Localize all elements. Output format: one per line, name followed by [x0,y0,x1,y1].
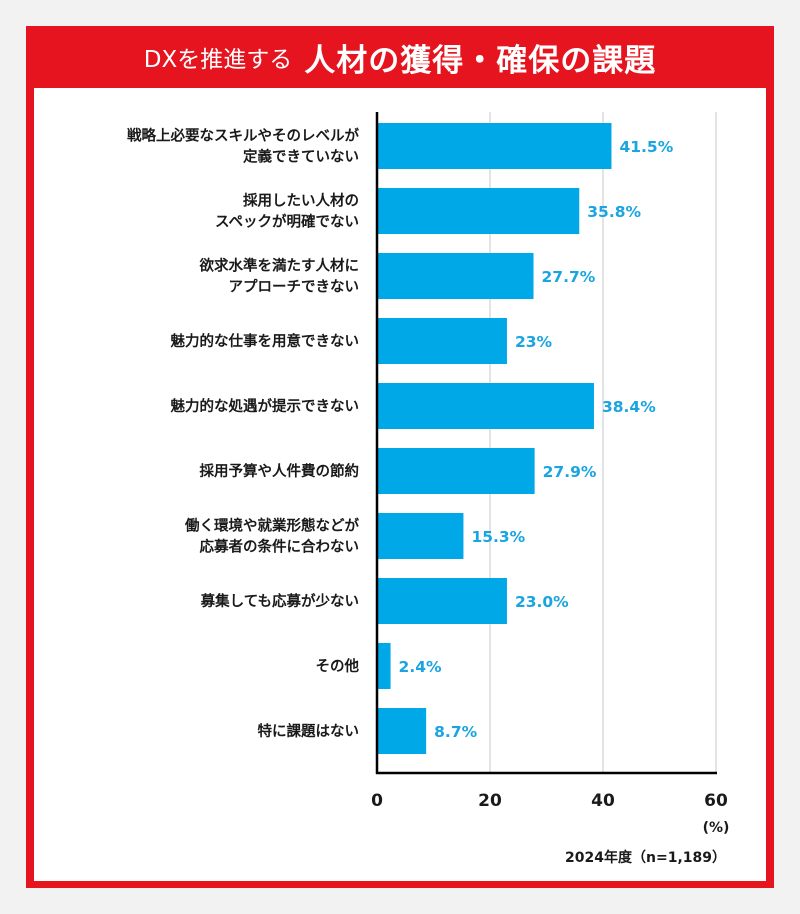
category-label: アプローチできない [229,279,360,296]
value-label: 35.8% [587,203,641,221]
category-label: 働く環境や就業形態などが [184,517,359,535]
category-label: 戦略上必要なスキルやそのレベルが [127,127,359,145]
x-tick-label: 0 [371,791,383,811]
category-label: 魅力的な仕事を用意できない [171,332,360,350]
x-tick-label: 60 [704,791,728,811]
value-label: 38.4% [602,398,656,416]
value-label: 23.0% [515,593,569,611]
x-axis-unit: (%) [703,820,730,836]
category-label: 採用予算や人件費の節約 [200,462,360,480]
value-label: 8.7% [434,723,477,741]
title-main: 人材の獲得・確保の課題 [304,42,657,79]
x-tick-label: 20 [478,791,502,811]
value-label: 41.5% [619,138,673,156]
category-label: 募集しても応募が少ない [200,592,359,610]
category-label: スペックが明確でない [215,213,359,231]
category-label: 応募者の条件に合わない [200,538,360,556]
bar [377,123,612,169]
value-label: 2.4% [399,658,442,676]
sample-note: 2024年度（n=1,189） [565,849,726,866]
x-tick-label: 40 [591,791,615,811]
bar [377,448,535,494]
category-label: 魅力的な処遇が提示できない [171,397,360,415]
category-label: 特に課題はない [258,722,360,740]
bar [377,383,594,429]
bar [377,253,534,299]
value-label: 23% [515,333,553,351]
category-label: 採用したい人材の [243,192,359,210]
bar [377,643,391,689]
bar [377,513,464,559]
title-prefix: DXを推進する [143,47,293,73]
category-label: その他 [316,657,360,675]
bar [377,708,427,754]
bar [377,578,507,624]
bar [377,188,580,234]
category-label: 定義できていない [243,148,359,166]
value-label: 27.9% [543,463,597,481]
value-label: 15.3% [471,528,525,546]
value-label: 27.7% [542,268,596,286]
bar [377,318,507,364]
chart-title: DXを推進する 人材の獲得・確保の課題 [26,26,774,88]
category-label: 欲求水準を満たす人材に [199,257,360,275]
